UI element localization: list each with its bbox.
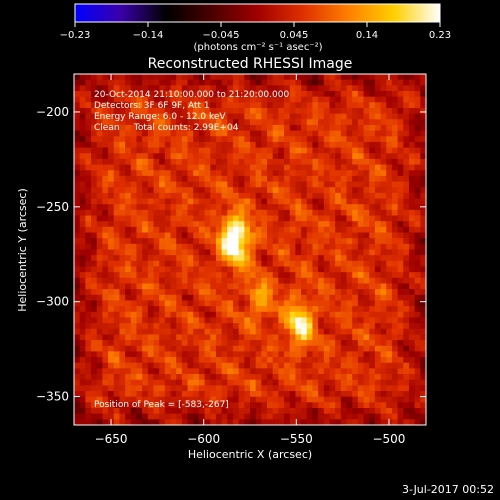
colorbar-tick-label: 0.14 — [356, 30, 378, 41]
y-tick-label: −200 — [36, 105, 69, 119]
colorbar-tick-label: 0.23 — [429, 30, 451, 41]
annotation-peak-position: Position of Peak = [-583,-267] — [94, 400, 229, 410]
annotation-energy-range: Energy Range: 6.0 - 12.0 keV — [94, 112, 226, 122]
colorbar-tick-label: −0.14 — [133, 30, 164, 41]
plot-frame — [73, 73, 427, 426]
colorbar-ticks: −0.23 −0.14 −0.045 0.045 0.14 0.23 — [60, 22, 451, 41]
x-axis: −650 −600 −550 −500 — [95, 74, 405, 446]
colorbar — [74, 3, 441, 23]
colorbar-unit-label: (photons cm⁻² s⁻¹ asec⁻²) — [193, 42, 322, 53]
x-tick-label: −600 — [187, 432, 220, 446]
colorbar-tick-label: −0.23 — [60, 30, 91, 41]
annotation-detectors: Detectors: 3F 6F 9F, Att 1 — [94, 101, 210, 111]
footer-date: 3-Jul-2017 00:52 — [402, 483, 494, 496]
annotation-time-range: 20-Oct-2014 21:10:00.000 to 21:20:00.000 — [94, 90, 289, 100]
y-axis: −200 −250 −300 −350 — [36, 105, 426, 404]
y-tick-label: −350 — [36, 390, 69, 404]
colorbar-tick-label: −0.045 — [202, 30, 239, 41]
y-tick-label: −250 — [36, 200, 69, 214]
chart-title: Reconstructed RHESSI Image — [148, 56, 353, 72]
x-tick-label: −550 — [280, 432, 313, 446]
annotation-clean-counts: Clean Total counts: 2.99E+04 — [94, 123, 239, 133]
heatmap-image — [74, 74, 426, 425]
x-tick-label: −500 — [372, 432, 405, 446]
colorbar-tick-label: 0.045 — [280, 30, 309, 41]
x-tick-label: −650 — [95, 432, 128, 446]
y-tick-label: −300 — [36, 295, 69, 309]
y-axis-label: Heliocentric Y (arcsec) — [16, 188, 29, 312]
x-axis-label: Heliocentric X (arcsec) — [188, 448, 312, 461]
